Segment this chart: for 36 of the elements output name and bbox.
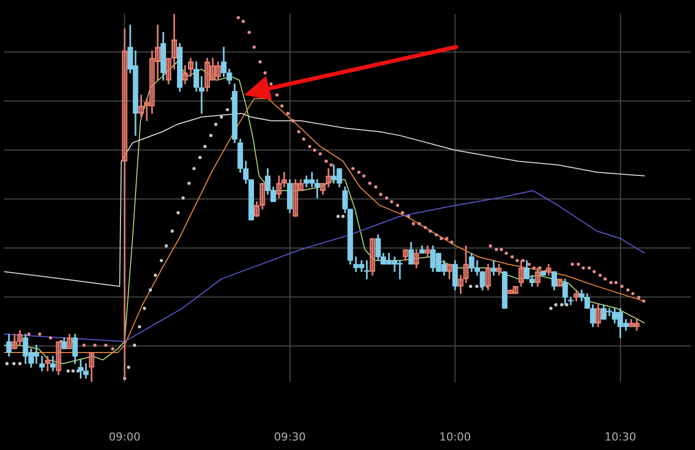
point (126, 366, 130, 369)
point (220, 115, 224, 119)
point (138, 325, 142, 328)
point (5, 362, 9, 366)
point (209, 134, 212, 138)
point (160, 258, 163, 262)
point (475, 284, 478, 288)
point (71, 369, 75, 373)
point (192, 166, 196, 170)
point (468, 284, 472, 288)
point (164, 244, 168, 248)
point (203, 144, 207, 148)
point (187, 182, 191, 185)
point (148, 288, 152, 292)
point (214, 122, 218, 126)
x-tick-label: 10:30 (604, 430, 636, 444)
point (132, 344, 136, 347)
x-tick-label: 09:00 (108, 430, 140, 444)
point (198, 156, 202, 160)
point (182, 196, 185, 200)
point (226, 108, 229, 112)
point (18, 362, 22, 366)
point (66, 369, 70, 373)
point (341, 214, 345, 218)
x-tick-label: 09:30 (274, 430, 306, 444)
x-tick-label: 10:00 (439, 430, 471, 444)
point (336, 214, 340, 218)
point (176, 211, 180, 214)
point (549, 306, 552, 310)
point (12, 362, 16, 366)
point (560, 303, 564, 306)
point (154, 274, 157, 277)
point (170, 230, 174, 233)
point (554, 303, 558, 306)
point (142, 306, 146, 310)
candlestick (39, 356, 45, 372)
